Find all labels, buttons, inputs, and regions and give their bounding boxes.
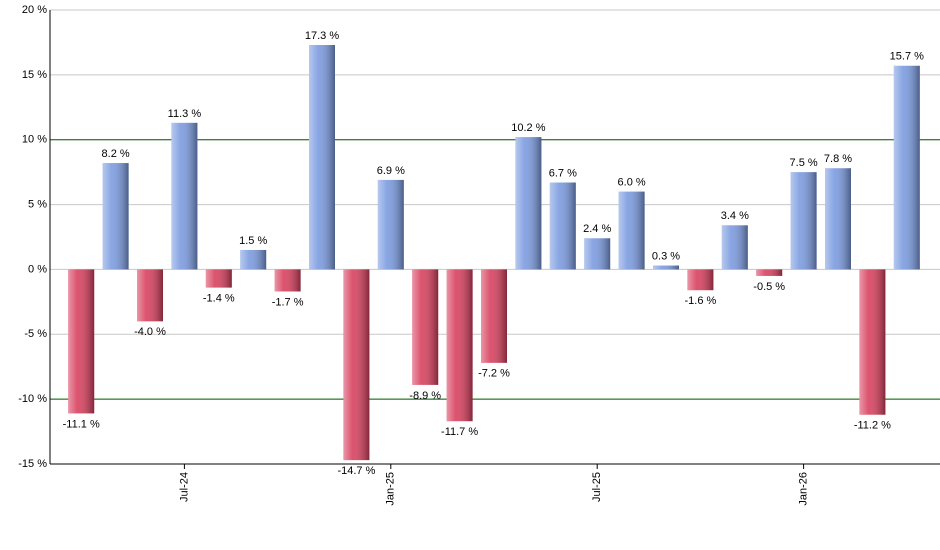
bar-shade [756, 269, 783, 276]
value-label: 15.7 % [890, 51, 924, 63]
value-label: 2.4 % [583, 223, 611, 235]
value-label: 11.3 % [168, 108, 202, 120]
bar-shade [171, 122, 198, 270]
bar-shade [653, 265, 679, 270]
value-label: -1.7 % [272, 296, 304, 308]
bar-shade [377, 179, 404, 270]
bar-shade [721, 225, 748, 270]
bar-shade [274, 269, 301, 292]
value-label: 8.2 % [102, 148, 130, 160]
bar-shade [446, 269, 473, 422]
value-label: 6.9 % [377, 165, 405, 177]
value-label: -0.5 % [753, 281, 785, 293]
value-label: 10.2 % [511, 122, 545, 134]
x-tick-label: Jan-25 [385, 472, 397, 506]
bar-shade [68, 269, 95, 414]
bar-shade [309, 45, 335, 270]
y-tick-label: -15 % [18, 458, 47, 470]
bar-shade [549, 182, 576, 270]
bar-shade [205, 269, 232, 288]
value-label: 6.0 % [618, 177, 646, 189]
bar-shade [240, 249, 267, 270]
x-tick-label: Jul-24 [178, 472, 190, 502]
value-label: -1.4 % [203, 292, 235, 304]
value-label: 17.3 % [305, 30, 339, 42]
bar-shade [584, 238, 611, 270]
value-label: -11.1 % [63, 418, 100, 430]
y-tick-label: 5 % [28, 198, 47, 210]
y-tick-label: 15 % [22, 69, 47, 81]
value-label: -1.6 % [685, 295, 717, 307]
bar-shade [825, 168, 851, 270]
value-label: -7.2 % [478, 368, 510, 380]
y-tick-label: 20 % [22, 4, 47, 16]
y-tick-label: -5 % [24, 328, 47, 340]
x-tick-label: Jan-26 [798, 472, 810, 506]
value-label: 7.5 % [790, 157, 818, 169]
y-tick-label: 0 % [28, 263, 47, 275]
y-tick-label: -10 % [18, 393, 47, 405]
bar-shade [102, 163, 129, 270]
value-label: -8.9 % [409, 390, 441, 402]
bar-shade [618, 191, 645, 270]
x-tick-label: Jul-25 [591, 472, 603, 502]
bar-shade [687, 269, 714, 291]
value-label: -11.7 % [441, 426, 478, 438]
bar-shade [137, 269, 163, 322]
value-label: 6.7 % [549, 167, 577, 179]
value-label: -11.2 % [854, 420, 891, 432]
bar-shade [343, 269, 370, 461]
bar-shade [515, 137, 542, 270]
value-label: 1.5 % [239, 235, 267, 247]
value-label: -14.7 % [337, 465, 375, 477]
bar-shade [893, 65, 920, 270]
bar-shade [412, 269, 439, 385]
value-label: 3.4 % [721, 210, 749, 222]
bar-shade [481, 269, 507, 363]
bar-shade [790, 172, 817, 270]
value-label: 0.3 % [652, 250, 680, 262]
y-tick-label: 10 % [22, 134, 47, 146]
value-label: -4.0 % [134, 326, 166, 338]
value-label: 7.8 % [824, 153, 852, 165]
bar-shade [859, 269, 886, 415]
